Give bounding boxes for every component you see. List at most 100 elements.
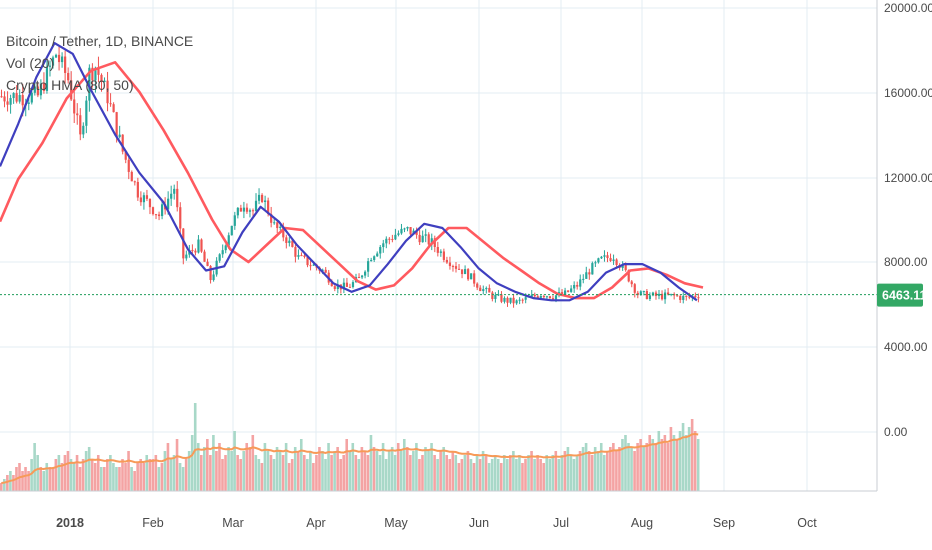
volume-bar xyxy=(351,443,355,491)
candle xyxy=(467,268,470,281)
candle xyxy=(285,234,288,249)
candle xyxy=(430,233,433,251)
volume-bar xyxy=(166,443,170,491)
candle xyxy=(645,288,648,300)
candle xyxy=(415,227,418,239)
volume-bar xyxy=(527,455,530,491)
volume-bar xyxy=(27,471,30,491)
candle xyxy=(45,60,49,94)
volume-bar xyxy=(306,459,309,491)
volume-bar xyxy=(684,435,688,491)
volume-bar xyxy=(596,451,600,491)
candle xyxy=(400,223,403,235)
last-price-label: 6463.11 xyxy=(882,289,927,303)
candle xyxy=(288,237,291,247)
price-tick-label: 12000.00 xyxy=(884,171,932,185)
volume-bar xyxy=(566,447,570,491)
candle xyxy=(457,264,461,270)
volume-bar xyxy=(75,455,79,491)
candle xyxy=(509,297,512,305)
volume-bar xyxy=(424,447,427,491)
volume-bar xyxy=(281,455,285,491)
candle xyxy=(179,202,182,235)
candle xyxy=(433,235,436,253)
time-tick-label: May xyxy=(384,516,408,530)
volume-bar xyxy=(230,451,233,491)
volume-bar xyxy=(578,451,582,491)
volume-bar xyxy=(324,459,327,491)
candle xyxy=(248,208,252,218)
candle xyxy=(309,259,312,271)
volume-bar xyxy=(260,463,264,491)
volume-bar xyxy=(539,459,542,491)
volume-bar xyxy=(312,463,315,491)
candle xyxy=(445,256,449,264)
candle xyxy=(654,290,658,300)
candle xyxy=(597,257,600,264)
candle xyxy=(118,125,121,139)
volume-bar xyxy=(336,447,339,491)
candle xyxy=(154,213,158,220)
candle xyxy=(621,261,624,271)
volume-label: Vol (20) xyxy=(6,55,55,71)
volume-bar xyxy=(493,455,497,491)
candle xyxy=(79,108,82,141)
volume-bar xyxy=(51,467,55,491)
price-tick-label: 16000.00 xyxy=(884,86,932,100)
volume-bar xyxy=(206,439,209,491)
candle xyxy=(612,254,615,265)
candle xyxy=(488,284,491,293)
price-axis[interactable]: 20000.00 16000.00 12000.00 8000.00 4000.00 0.… xyxy=(876,0,932,491)
volume-bar xyxy=(590,455,594,491)
candle xyxy=(254,193,258,215)
candle xyxy=(145,189,149,202)
volume-bar xyxy=(678,431,682,491)
volume-bar xyxy=(60,463,64,491)
candle xyxy=(173,184,176,200)
candle xyxy=(112,102,115,113)
candle xyxy=(367,257,370,277)
volume-bar xyxy=(593,447,597,491)
candle xyxy=(451,264,455,272)
candle xyxy=(67,67,70,84)
volume-bar xyxy=(190,435,194,491)
volume-bar xyxy=(54,459,58,491)
volume-bar xyxy=(657,431,661,491)
volume-bar xyxy=(681,423,685,491)
volume-bar xyxy=(572,459,576,491)
volume-bar xyxy=(287,463,291,491)
volume-bar xyxy=(454,455,458,491)
candle xyxy=(333,284,336,292)
time-tick-label: Sep xyxy=(713,516,735,530)
candle xyxy=(512,293,515,308)
candle xyxy=(221,244,224,258)
candle xyxy=(642,290,645,296)
volume-bar xyxy=(369,435,373,491)
volume-bar xyxy=(96,455,100,491)
volume-bar xyxy=(418,459,421,491)
candle xyxy=(476,282,479,291)
candle xyxy=(70,71,73,101)
volume-bar xyxy=(415,443,418,491)
candle xyxy=(260,193,264,204)
volume-bar xyxy=(348,451,352,491)
candle xyxy=(57,45,61,71)
volume-bar xyxy=(309,451,312,491)
volume-bar xyxy=(42,471,46,491)
volume-bar xyxy=(215,451,218,491)
volume-bar xyxy=(627,443,630,491)
volume-bar xyxy=(445,455,449,491)
volume-bar xyxy=(154,455,158,491)
candle xyxy=(39,79,42,100)
candle xyxy=(470,273,473,280)
candle xyxy=(3,91,6,108)
candle xyxy=(36,82,39,98)
candle xyxy=(391,234,394,243)
time-axis[interactable]: 2018 Feb Mar Apr May Jun Jul Aug Sep Oct xyxy=(0,490,877,530)
candle xyxy=(376,251,379,257)
volume-bar xyxy=(690,419,694,491)
volume-bar xyxy=(460,459,464,491)
volume-bar xyxy=(109,455,112,491)
candle xyxy=(130,170,133,182)
